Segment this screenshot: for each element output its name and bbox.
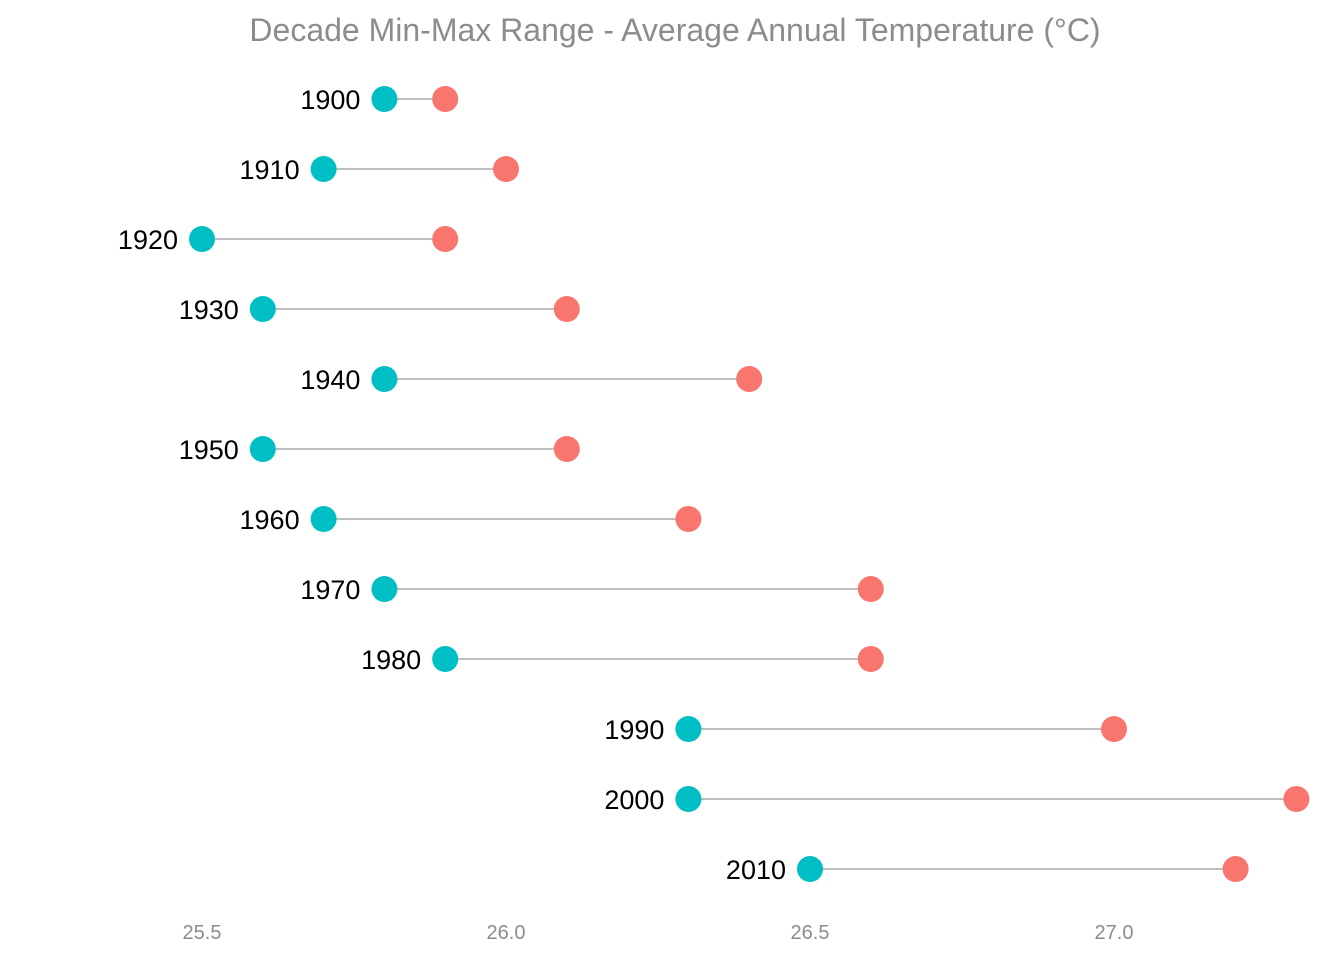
max-point-1920 bbox=[432, 226, 459, 252]
decade-label-1900: 1900 bbox=[300, 85, 360, 115]
min-point-1980 bbox=[432, 646, 459, 672]
decade-label-1970: 1970 bbox=[300, 575, 360, 605]
min-point-1910 bbox=[310, 156, 337, 182]
dumbbell-row-1990: 1990 bbox=[604, 715, 1127, 745]
min-point-1930 bbox=[249, 296, 276, 322]
max-point-1980 bbox=[857, 646, 884, 672]
decade-label-2000: 2000 bbox=[604, 785, 664, 815]
min-point-1900 bbox=[371, 86, 398, 112]
min-point-2000 bbox=[675, 786, 702, 812]
min-point-1940 bbox=[371, 366, 398, 392]
dumbbell-row-1980: 1980 bbox=[361, 645, 884, 675]
dumbbell-row-1910: 1910 bbox=[240, 155, 519, 185]
max-point-1970 bbox=[857, 576, 884, 602]
min-point-2010 bbox=[797, 856, 823, 882]
dumbbell-row-1900: 1900 bbox=[300, 85, 459, 115]
x-tick-label: 27.0 bbox=[1095, 922, 1134, 944]
max-point-1930 bbox=[553, 296, 580, 322]
max-point-2010 bbox=[1222, 856, 1249, 882]
decade-label-1950: 1950 bbox=[179, 435, 239, 465]
dumbbell-row-1920: 1920 bbox=[118, 225, 459, 255]
chart-rows: 1900 1910 1920 1930 1940 1950 1960 1970 1980 1990… bbox=[118, 85, 1310, 885]
max-point-2000 bbox=[1283, 786, 1310, 812]
dumbbell-row-1950: 1950 bbox=[179, 435, 580, 465]
min-point-1960 bbox=[310, 506, 337, 532]
decade-label-1910: 1910 bbox=[240, 155, 300, 185]
dumbbell-row-1970: 1970 bbox=[300, 575, 884, 605]
min-point-1990 bbox=[675, 716, 702, 742]
decade-label-1980: 1980 bbox=[361, 645, 421, 675]
max-point-1900 bbox=[432, 86, 459, 112]
x-tick-label: 26.5 bbox=[791, 922, 830, 944]
decade-label-1930: 1930 bbox=[179, 295, 239, 325]
chart-title: Decade Min-Max Range - Average Annual Te… bbox=[249, 12, 1100, 48]
min-point-1950 bbox=[249, 436, 276, 462]
min-point-1920 bbox=[189, 226, 215, 252]
x-axis-ticks: 25.5 26.0 26.5 27.0 bbox=[183, 922, 1134, 944]
max-point-1990 bbox=[1101, 716, 1127, 742]
decade-label-1990: 1990 bbox=[604, 715, 664, 745]
decade-label-1960: 1960 bbox=[240, 505, 300, 535]
dumbbell-row-2000: 2000 bbox=[604, 785, 1310, 815]
dumbbell-row-2010: 2010 bbox=[726, 855, 1249, 885]
x-tick-label: 26.0 bbox=[487, 922, 526, 944]
dumbbell-row-1940: 1940 bbox=[300, 365, 763, 395]
max-point-1940 bbox=[736, 366, 763, 392]
x-tick-label: 25.5 bbox=[183, 922, 222, 944]
dumbbell-row-1960: 1960 bbox=[240, 505, 702, 535]
dumbbell-row-1930: 1930 bbox=[179, 295, 580, 325]
max-point-1960 bbox=[675, 506, 702, 532]
max-point-1910 bbox=[493, 156, 519, 182]
decade-label-1920: 1920 bbox=[118, 225, 178, 255]
decade-label-2010: 2010 bbox=[726, 855, 786, 885]
max-point-1950 bbox=[553, 436, 580, 462]
min-point-1970 bbox=[371, 576, 398, 602]
decade-label-1940: 1940 bbox=[300, 365, 360, 395]
